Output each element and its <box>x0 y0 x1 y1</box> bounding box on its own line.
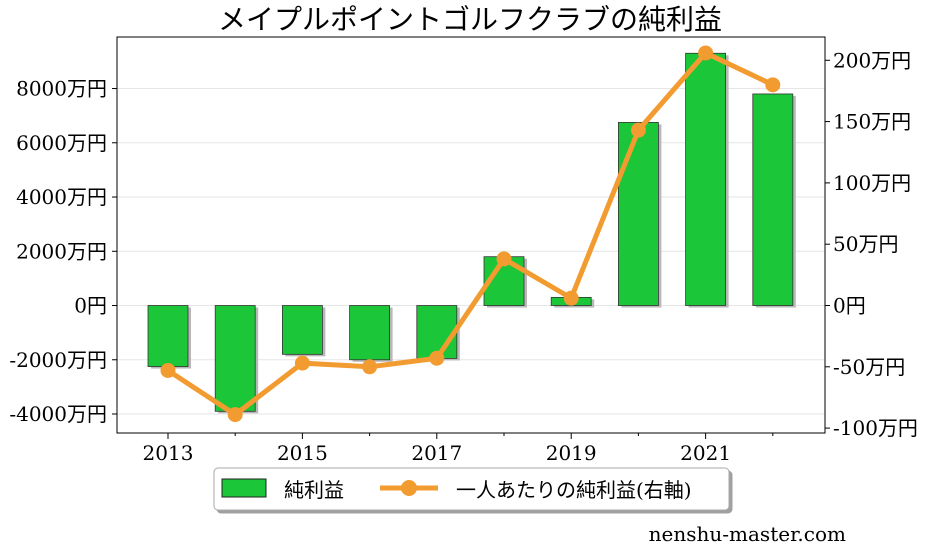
point-2016 <box>362 359 378 375</box>
right-tick-label-6: 200万円 <box>833 48 911 72</box>
per-capita-line <box>166 50 774 418</box>
x-axis: 2013 2015 2017 2019 2021 <box>143 433 774 465</box>
bar-2022 <box>752 93 794 306</box>
right-tick-label-0: -100万円 <box>833 416 918 440</box>
legend: 純利益 一人あたりの純利益(右軸) <box>213 467 730 511</box>
left-tick-label-1: -2000万円 <box>9 348 107 372</box>
right-tick-label-3: 50万円 <box>833 232 898 256</box>
x-tick-label-2021: 2021 <box>680 441 731 465</box>
point-2013 <box>160 362 176 378</box>
point-2021 <box>698 45 714 61</box>
x-tick-label-2019: 2019 <box>546 441 597 465</box>
plot-frame <box>116 36 826 434</box>
legend-label-net-income: 純利益 <box>284 478 344 502</box>
legend-box <box>213 467 730 511</box>
left-tick-label-4: 4000万円 <box>16 185 107 209</box>
legend-label-per-capita: 一人あたりの純利益(右軸) <box>456 478 692 502</box>
right-tick-label-1: -50万円 <box>833 355 905 379</box>
bar-2014 <box>214 305 256 412</box>
bar-2015 <box>281 305 323 355</box>
left-tick-label-5: 6000万円 <box>16 131 107 155</box>
left-tick-label-2: 0円 <box>74 294 107 318</box>
line-series <box>160 45 781 423</box>
bar-2021 <box>685 52 726 306</box>
legend-line-marker <box>401 480 417 496</box>
left-tick-label-0: -4000万円 <box>9 402 107 426</box>
x-tick-label-2017: 2017 <box>411 441 462 465</box>
point-2017 <box>429 350 445 366</box>
bar-2020 <box>618 122 659 306</box>
bar-2016 <box>349 305 391 361</box>
bar-2017 <box>416 305 458 359</box>
right-axis: -100万円 -50万円 0円 50万円 100万円 150万円 200万円 <box>825 48 918 440</box>
point-2022 <box>765 77 781 93</box>
x-tick-label-2013: 2013 <box>143 441 194 465</box>
point-2019 <box>563 290 579 306</box>
bar-2013 <box>147 305 189 367</box>
right-tick-label-4: 100万円 <box>833 171 911 195</box>
x-tick-label-2015: 2015 <box>277 441 328 465</box>
point-2020 <box>630 122 646 138</box>
right-tick-label-2: 0円 <box>833 293 866 317</box>
left-axis: -4000万円 -2000万円 0円 2000万円 4000万円 6000万円 8000万円 <box>9 77 117 426</box>
legend-bar-swatch <box>221 478 267 498</box>
right-tick-label-5: 150万円 <box>833 110 911 134</box>
chart-title: メイプルポイントゴルフクラブの純利益 <box>218 3 722 36</box>
point-2014 <box>227 407 243 423</box>
point-2015 <box>294 355 310 371</box>
left-tick-label-6: 8000万円 <box>16 77 107 101</box>
left-tick-label-3: 2000万円 <box>16 239 107 263</box>
point-2018 <box>496 251 512 267</box>
watermark: nenshu-master.com <box>649 522 846 546</box>
